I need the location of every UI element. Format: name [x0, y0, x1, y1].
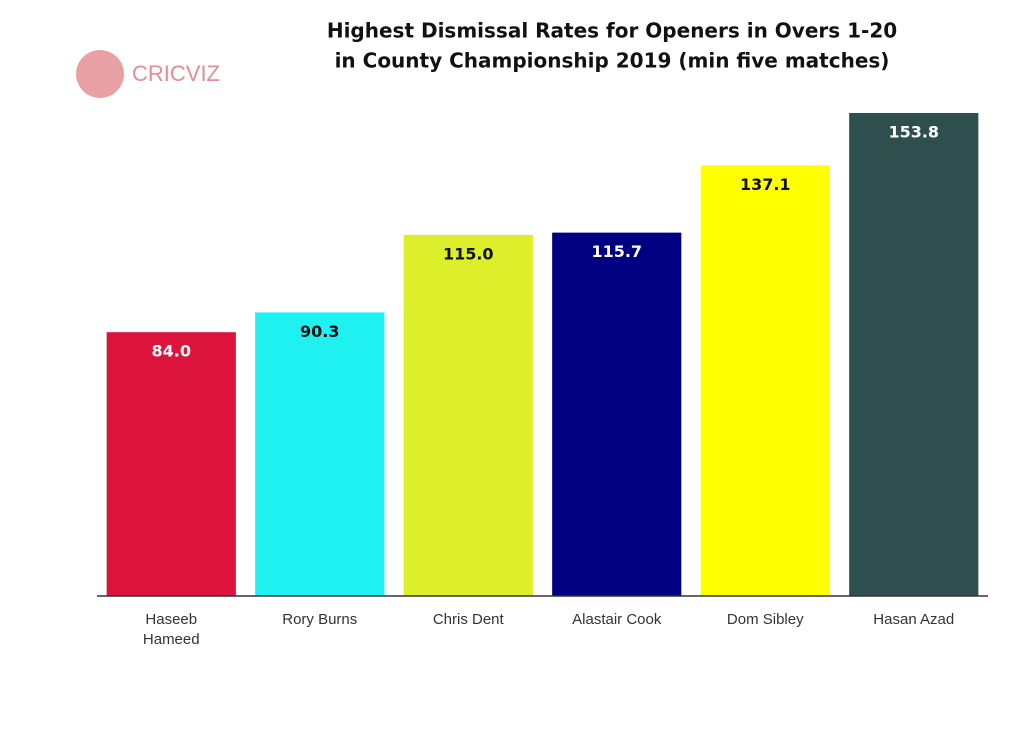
- logo-icon: [76, 50, 124, 98]
- x-tick-label: Haseeb: [145, 611, 197, 628]
- x-tick-label: Rory Burns: [282, 611, 357, 628]
- x-tick-label: Dom Sibley: [727, 611, 804, 628]
- value-label: 115.0: [443, 244, 494, 263]
- bar: [849, 112, 979, 597]
- value-label: 153.8: [888, 122, 939, 141]
- value-label: 115.7: [591, 242, 642, 261]
- chart-title: Highest Dismissal Rates for Openers in O…: [327, 19, 897, 43]
- value-label: 84.0: [152, 342, 191, 361]
- x-tick-label: Chris Dent: [433, 611, 505, 628]
- x-tick-label: Hameed: [143, 631, 200, 648]
- logo: CRICVIZ: [76, 50, 220, 98]
- value-label: 90.3: [300, 322, 339, 341]
- bar: [403, 234, 533, 596]
- chart-title: in County Championship 2019 (min five ma…: [335, 49, 890, 73]
- logo-text: CRICVIZ: [132, 61, 220, 86]
- bar: [552, 232, 682, 596]
- x-tick-label: Alastair Cook: [572, 611, 662, 628]
- bar: [255, 312, 385, 596]
- bar: [700, 165, 830, 596]
- value-label: 137.1: [740, 175, 791, 194]
- x-tick-label: Hasan Azad: [873, 611, 954, 628]
- bar: [106, 332, 236, 596]
